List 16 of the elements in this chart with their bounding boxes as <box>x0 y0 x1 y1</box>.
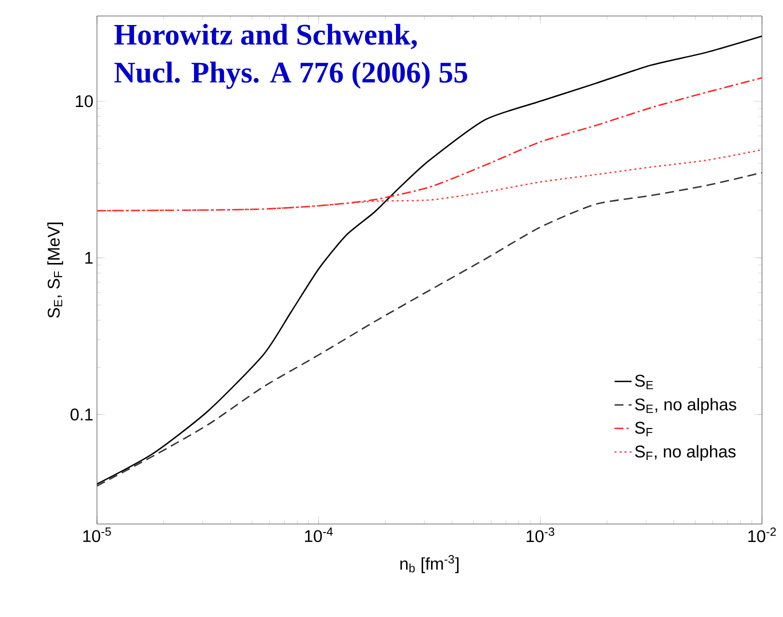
annotation: Nucl. Phys. A 776 (2006) 55 <box>114 62 468 89</box>
x-tick-label: 10$^{-3}$ <box>526 528 554 542</box>
x-tick-label: 10$^{-5}$ <box>83 528 111 542</box>
x-tick-label: 10$^{-2}$ <box>748 528 776 542</box>
y-tick-label: 10 <box>76 95 93 108</box>
legend-label: S$_{F}$ <box>635 422 652 436</box>
y-axis-title: S$_{E}$, S$_{F}$ [MeV] <box>47 222 64 318</box>
annotation: Horowitz and Schwenk, <box>114 24 417 50</box>
line-series <box>96 172 762 487</box>
y-tick-label: 0.1 <box>70 408 93 421</box>
legend-label: S$_{E}$ <box>635 374 653 390</box>
x-axis-title: n$_{b}$ [fm$^{-3}$] <box>400 555 459 574</box>
x-tick-label: 10$^{-4}$ <box>305 528 333 542</box>
legend-label: S$_{E}$, no alphas <box>635 398 736 414</box>
y-tick-label: 1 <box>85 252 93 264</box>
legend-label: S$_{F}$, no alphas <box>635 445 736 461</box>
